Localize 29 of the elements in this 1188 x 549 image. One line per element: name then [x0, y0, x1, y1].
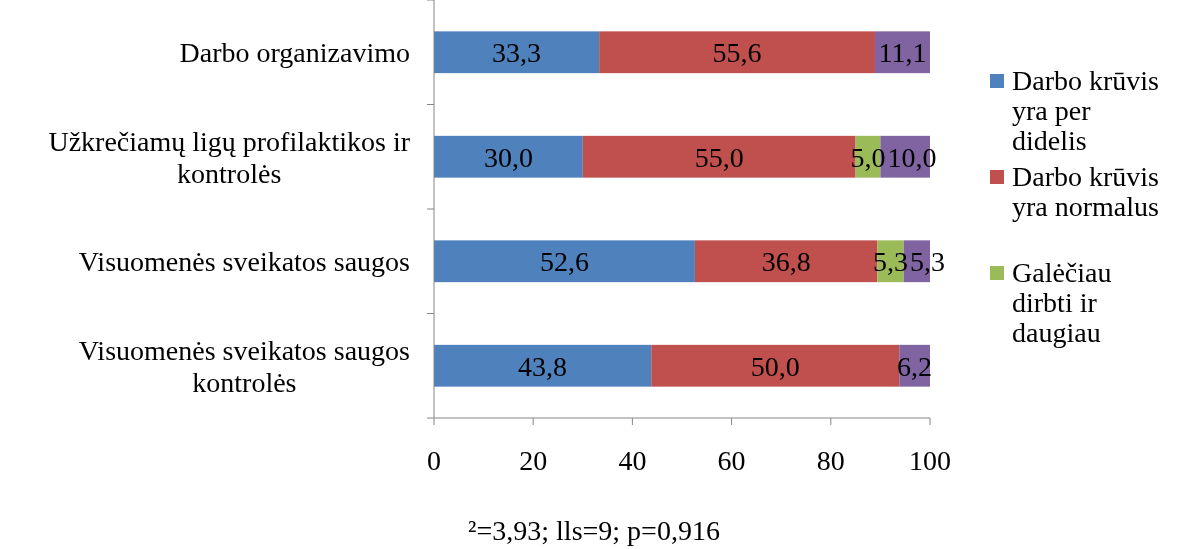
data-label: 30,0	[483, 141, 533, 173]
x-tick-label: 100	[909, 445, 951, 476]
data-label: 36,8	[761, 246, 811, 278]
bar	[599, 31, 875, 74]
x-tick-label: 20	[519, 445, 548, 476]
x-tick-label: 40	[618, 445, 647, 476]
y-tick-label: Visuomenės sveikatos saugos	[78, 246, 411, 278]
bar	[434, 344, 652, 387]
x-tick-label: 80	[816, 445, 845, 476]
legend-label: Galėčiau dirbti ir daugiau	[1012, 257, 1112, 348]
bar	[651, 344, 900, 387]
data-label: 55,6	[712, 37, 762, 69]
bar	[434, 240, 695, 283]
bar	[434, 31, 600, 74]
text: ²=3,93; lls=9; p=0,916	[468, 515, 720, 546]
data-label: 11,1	[878, 37, 927, 69]
legend-label: Darbo krūvis yra per didelis	[1012, 65, 1159, 156]
data-label: 55,0	[694, 141, 744, 173]
x-tick-label: 60	[717, 445, 746, 476]
data-label: 52,6	[539, 246, 589, 278]
bar	[434, 135, 583, 178]
data-label: 50,0	[750, 350, 800, 382]
data-label: 43,8	[518, 350, 568, 382]
y-tick-label: Užkrečiamų ligų profilaktikos ir kontrolės	[48, 125, 411, 189]
y-tick-label: Visuomenės sveikatos saugos kontrolės	[78, 334, 411, 398]
y-tick-label: Darbo organizavimo	[179, 37, 410, 69]
x-tick-label: 0	[427, 445, 441, 476]
data-label: 33,3	[492, 37, 542, 69]
legend-label: Darbo krūvis yra normalus	[1012, 161, 1159, 222]
